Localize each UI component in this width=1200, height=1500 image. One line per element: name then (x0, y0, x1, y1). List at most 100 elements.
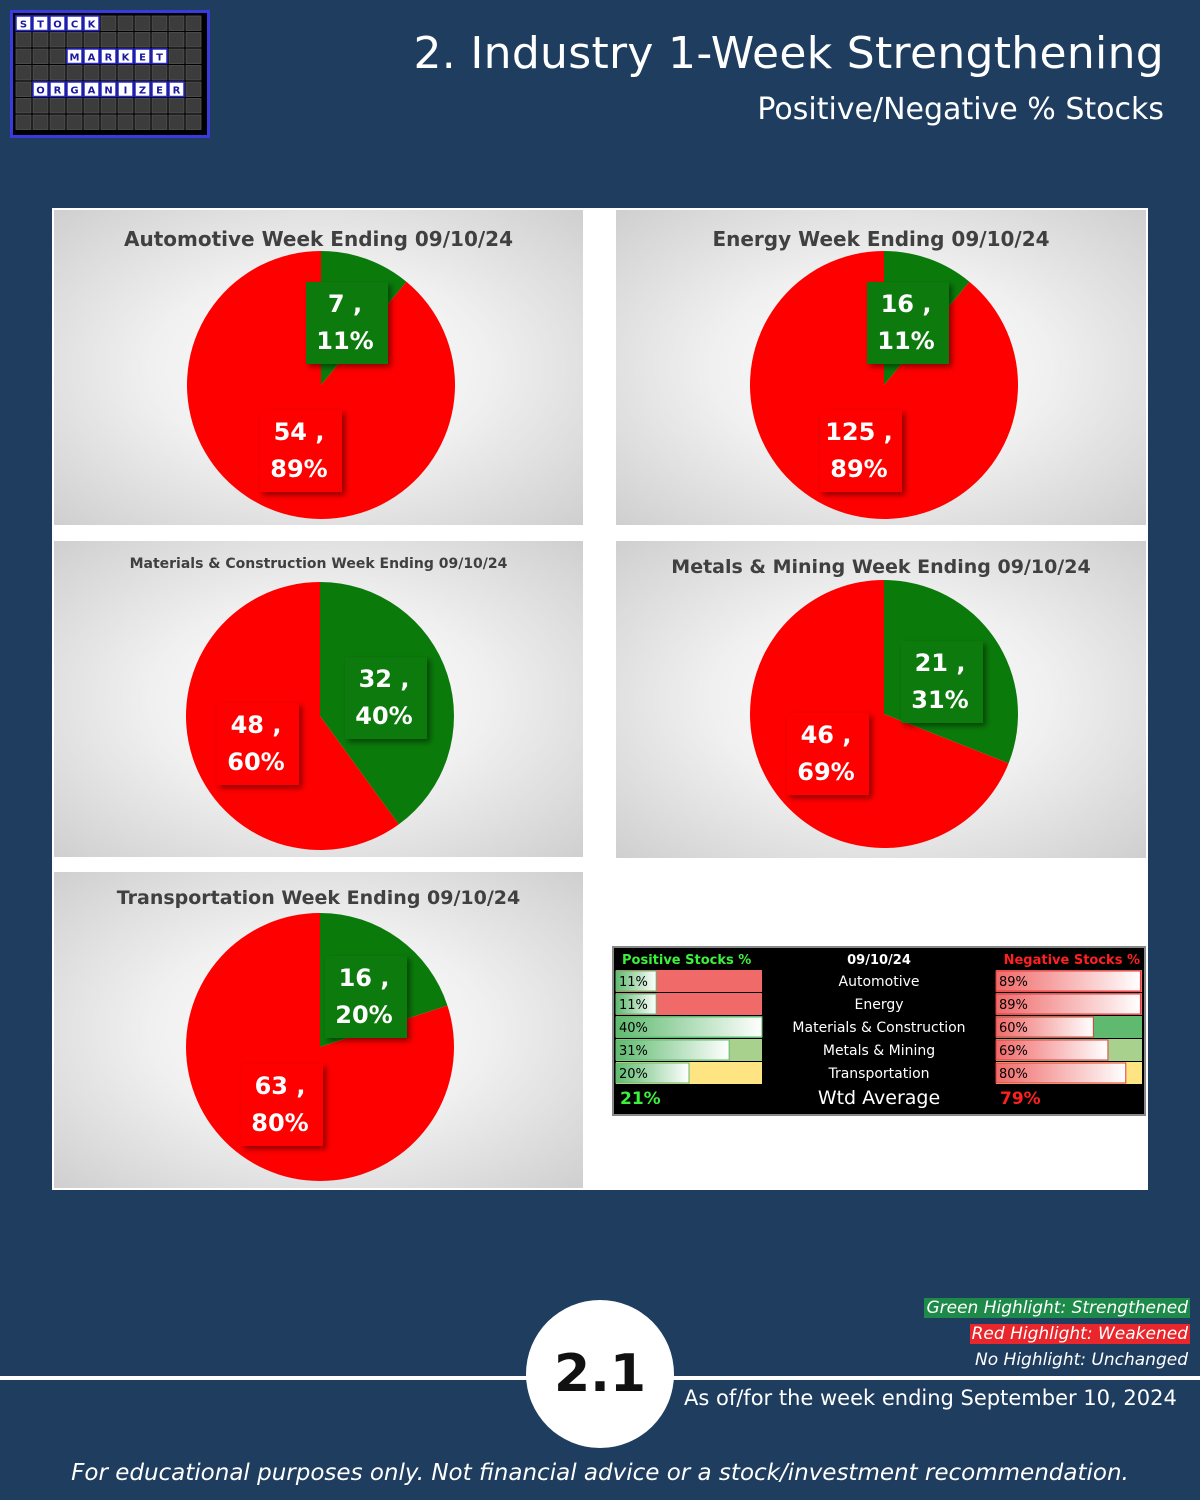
pos-value: 31% (619, 1044, 648, 1059)
logo-letter-cell (32, 15, 49, 32)
label-percent: 11% (316, 327, 373, 355)
logo-blank-cell (117, 65, 134, 81)
neg-bar (995, 1062, 1127, 1084)
pie-data-label: 16 , 11% (867, 282, 949, 364)
neg-value: 89% (999, 998, 1028, 1013)
pos-bar (615, 1062, 690, 1084)
page-title: 2. Industry 1-Week Strengthening (413, 28, 1164, 79)
neg-bar (995, 970, 1141, 992)
logo-letter: R (105, 52, 113, 63)
footer-negative: 79% (1000, 1089, 1041, 1109)
logo-blank-cell (100, 65, 117, 81)
label-count: 21 , (915, 649, 966, 677)
logo-blank-cell (15, 65, 32, 81)
label-percent: 31% (911, 686, 968, 714)
logo-blank-cell (185, 48, 202, 64)
legend-green: Green Highlight: Strengthened (924, 1298, 1190, 1318)
logo-letter-cell (49, 81, 66, 98)
logo-letter-cell (100, 48, 117, 65)
logo-letter: Z (139, 85, 146, 96)
logo-letter: O (36, 85, 45, 96)
pie-panel-materials-construction: Materials & Construction Week Ending 09/… (54, 541, 583, 857)
logo-blank-cell (185, 81, 202, 97)
pie-chart-svg: Automotive Week Ending 09/10/247 ,11%54 … (124, 227, 513, 519)
logo-blank-cell (15, 81, 32, 97)
pie-chart-svg: Energy Week Ending 09/10/24 16 , 11% 125 , 8… (712, 227, 1050, 519)
label-count: 7 , (328, 290, 362, 318)
logo-blank-cell (66, 32, 83, 48)
row-name: Metals & Mining (823, 1043, 935, 1059)
logo-letter: G (70, 85, 78, 96)
logo-blank-cell (49, 98, 66, 114)
pie-panel-energy: Energy Week Ending 09/10/24 16 , 11% 125 , 8… (616, 210, 1146, 525)
label-percent: 80% (251, 1109, 308, 1137)
logo-letter-cell (66, 48, 83, 65)
legend-red: Red Highlight: Weakened (969, 1324, 1190, 1344)
logo-blank-cell (117, 98, 134, 114)
logo-blank-cell (168, 15, 185, 31)
label-box (867, 282, 949, 364)
logo-blank-cell (117, 114, 134, 130)
logo-letter: A (88, 85, 96, 96)
footer-label: Wtd Average (818, 1087, 940, 1109)
label-percent: 20% (335, 1001, 392, 1029)
logo-blank-cell (66, 65, 83, 81)
pie-data-label: 125 , 89% (820, 410, 902, 492)
logo-letter-cell (117, 81, 134, 98)
logo-letter: N (104, 85, 112, 96)
label-count: 63 , (255, 1072, 306, 1100)
label-box (306, 282, 388, 364)
neg-value: 89% (999, 975, 1028, 990)
logo-letter: T (37, 19, 44, 30)
neg-bar (995, 1039, 1109, 1061)
logo-letter-cell (100, 81, 117, 98)
logo-blank-cell (185, 32, 202, 48)
logo-blank-cell (168, 48, 185, 64)
logo-letter: R (54, 85, 62, 96)
label-box (217, 703, 299, 785)
pie-chart-svg: Transportation Week Ending 09/10/24 16 , 2… (117, 887, 520, 1181)
pie-title: Energy Week Ending 09/10/24 (712, 227, 1049, 251)
label-box (260, 410, 342, 492)
logo-letter: E (156, 85, 163, 96)
logo-blank-cell (15, 98, 32, 114)
logo-blank-cell (32, 48, 49, 64)
table-row: 31% Metals & Mining 69% (615, 1039, 1142, 1061)
logo-blank-cell (15, 32, 32, 48)
logo-blank-cell (100, 98, 117, 114)
pie-data-label: 7 ,11% (306, 282, 388, 364)
logo-blank-cell (151, 98, 168, 114)
page-number-badge: 2.1 (526, 1300, 674, 1448)
table-row: 11% Automotive 89% (615, 970, 1142, 992)
logo-blank-cell (168, 65, 185, 81)
logo-letter: M (70, 52, 80, 63)
pie-data-label: 54 , 89% (260, 410, 342, 492)
label-percent: 40% (355, 702, 412, 730)
logo-blank-cell (100, 32, 117, 48)
logo-blank-cell (15, 48, 32, 64)
logo-blank-cell (134, 98, 151, 114)
footer-positive: 21% (620, 1089, 661, 1109)
pie-panel-transportation: Transportation Week Ending 09/10/24 16 , 2… (54, 872, 583, 1188)
label-percent: 69% (797, 758, 854, 786)
logo-blank-cell (49, 32, 66, 48)
pie-title: Transportation Week Ending 09/10/24 (117, 887, 520, 909)
logo-blank-cell (185, 114, 202, 130)
logo-blank-cell (134, 32, 151, 48)
logo-blank-cell (83, 65, 100, 81)
logo-letter: T (156, 52, 163, 63)
label-box (787, 713, 869, 795)
logo-letter-cell (151, 48, 168, 65)
pos-bar (615, 970, 657, 992)
label-percent: 89% (830, 455, 887, 483)
logo-letter: K (122, 52, 131, 63)
disclaimer: For educational purposes only. Not finan… (71, 1460, 1129, 1486)
label-box (901, 641, 983, 723)
label-count: 54 , (274, 418, 325, 446)
logo-blank-cell (151, 15, 168, 31)
header-date: 09/10/24 (847, 953, 911, 968)
label-percent: 11% (877, 327, 934, 355)
pie-title: Metals & Mining Week Ending 09/10/24 (671, 556, 1090, 578)
row-name: Materials & Construction (792, 1020, 965, 1036)
